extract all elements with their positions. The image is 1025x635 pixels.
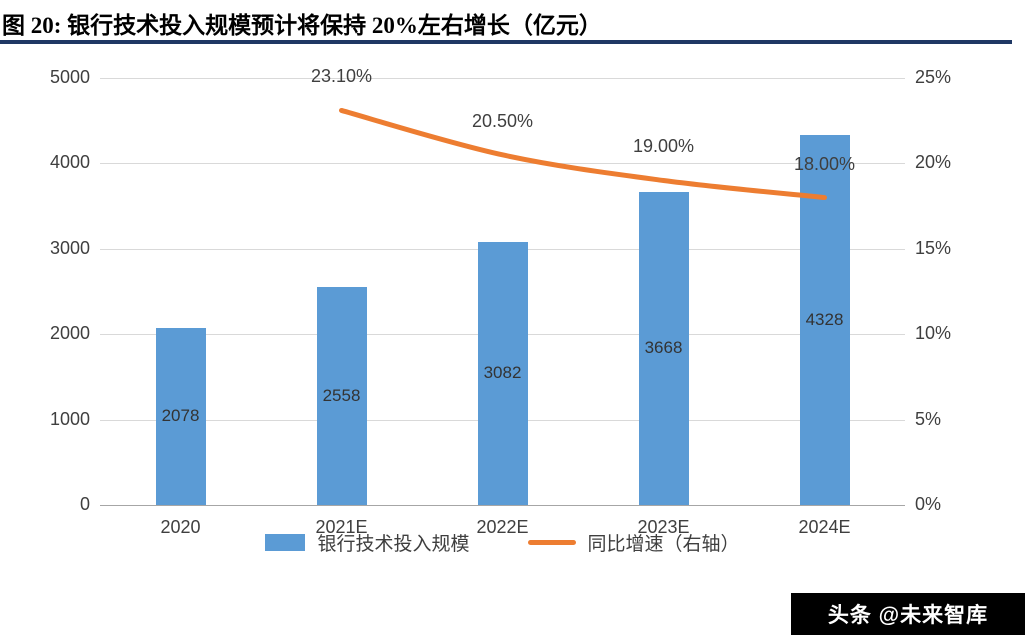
legend-label-line: 同比增速（右轴） <box>587 534 740 555</box>
bar-value-label: 2558 <box>322 385 361 405</box>
y-axis-left-tick-label: 5000 <box>49 67 90 87</box>
bar <box>155 327 206 505</box>
bar-value-label: 2078 <box>161 406 200 426</box>
chart-legend: 银行技术投入规模 同比增速（右轴） <box>100 529 905 556</box>
gridline <box>100 505 905 506</box>
line-point-label: 19.00% <box>632 136 695 157</box>
y-axis-right-tick-label: 5% <box>915 408 942 429</box>
line-point-label: 18.00% <box>793 153 856 174</box>
title-underline <box>0 40 1012 44</box>
legend-item-line: 同比增速（右轴） <box>527 529 740 556</box>
y-axis-left-tick-label: 0 <box>79 494 90 514</box>
y-axis-right-tick-label: 20% <box>915 152 952 173</box>
watermark-badge: 头条 @未来智库 <box>791 593 1025 635</box>
x-axis-tick-label: 2023E <box>637 517 690 537</box>
bar-value-label: 4328 <box>805 310 844 330</box>
x-axis-tick-label: 2024E <box>798 517 851 537</box>
bar-series-swatch-icon <box>265 534 306 551</box>
x-axis-tick-label: 2021E <box>315 517 368 537</box>
line-point-label: 23.10% <box>310 66 373 87</box>
y-axis-left-tick-label: 4000 <box>49 152 90 173</box>
y-axis-right-tick-label: 10% <box>915 323 952 344</box>
gridline <box>100 78 905 79</box>
y-axis-left-tick-label: 2000 <box>49 323 90 344</box>
legend-label-bar: 银行技术投入规模 <box>317 534 470 555</box>
line-series-swatch-icon <box>527 540 576 545</box>
x-axis-tick-label: 2020 <box>160 517 201 537</box>
y-axis-right-tick-label: 0% <box>915 494 942 514</box>
y-axis-right-tick-label: 25% <box>915 67 952 87</box>
bar-value-label: 3082 <box>483 363 522 383</box>
bar-value-label: 3668 <box>644 338 683 358</box>
y-axis-right-tick-label: 15% <box>915 237 952 258</box>
growth-line <box>339 107 827 201</box>
bar <box>477 241 528 505</box>
line-point-label: 20.50% <box>471 110 534 131</box>
figure-title: 图 20: 银行技术投入规模预计将保持 20%左右增长（亿元） <box>2 13 602 38</box>
bar <box>316 286 367 505</box>
y-axis-left-tick-label: 1000 <box>49 408 90 429</box>
bar <box>638 191 689 505</box>
chart-area: 5000 25% 4000 20% 3000 15% 2000 10% 1000 5% 0 0% 202… <box>0 46 1025 566</box>
legend-item-bar: 银行技术投入规模 <box>265 529 470 556</box>
y-axis-left-tick-label: 3000 <box>49 237 90 258</box>
x-axis-tick-label: 2022E <box>476 517 529 537</box>
